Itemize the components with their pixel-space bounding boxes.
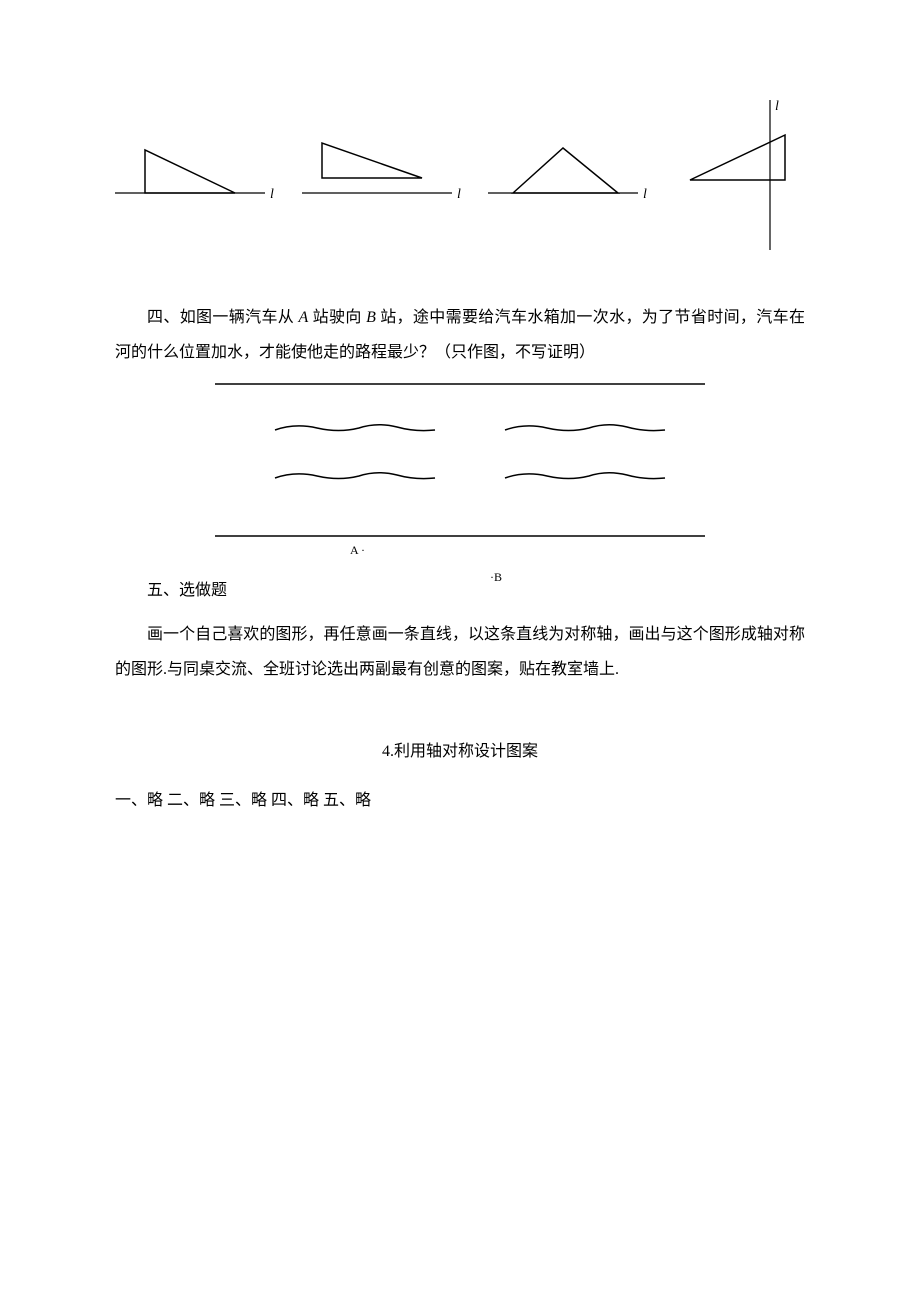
question-5-body: 画一个自己喜欢的图形，再任意画一条直线，以这条直线为对称轴，画出与这个图形成轴对… <box>115 617 805 687</box>
figure-4: l <box>675 100 805 260</box>
figure-3-svg: l <box>488 138 653 218</box>
answer-title: 4.利用轴对称设计图案 <box>115 737 805 761</box>
question-4-text: 四、如图一辆汽车从 A 站驶向 B 站，途中需要给汽车水箱加一次水，为了节省时间… <box>115 300 805 370</box>
figure-2-svg: l <box>302 138 467 218</box>
figure-4-label: l <box>775 100 779 114</box>
figure-1-svg: l <box>115 138 280 218</box>
figure-1-label: l <box>270 187 274 202</box>
figure-2-label: l <box>457 187 461 202</box>
answer-line: 一、略 二、略 三、略 四、略 五、略 <box>115 783 805 818</box>
figure-3: l <box>488 138 653 223</box>
river-figure: A · ·B <box>195 378 725 553</box>
river-label-A: A · <box>350 543 365 557</box>
q4-mid1: 站驶向 <box>308 309 366 326</box>
figure-2: l <box>302 138 467 223</box>
river-svg: A · ·B <box>195 378 725 588</box>
q4-A: A <box>299 309 309 326</box>
figure-row: l l l l <box>115 100 805 260</box>
figure-4-svg: l <box>675 100 805 255</box>
q4-prefix: 四、如图一辆汽车从 <box>147 309 299 326</box>
figure-3-label: l <box>643 187 647 202</box>
q4-B: B <box>366 309 376 326</box>
river-label-B: ·B <box>490 570 502 584</box>
figure-1: l <box>115 138 280 223</box>
